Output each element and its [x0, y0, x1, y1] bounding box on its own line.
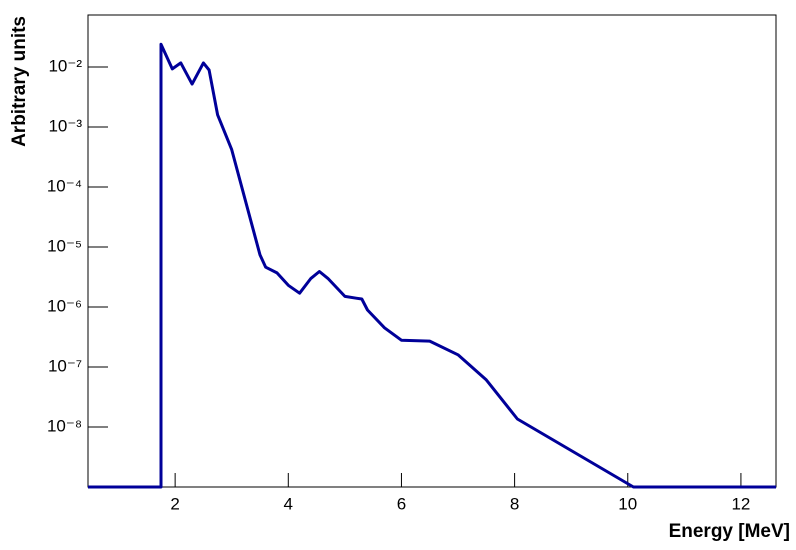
- x-tick-label: 6: [397, 494, 406, 513]
- y-tick-label: 10⁻²: [48, 56, 82, 75]
- x-tick-label: 8: [510, 494, 519, 513]
- x-axis-label: Energy [MeV]: [669, 521, 790, 542]
- data-line: [88, 42, 776, 489]
- x-tick-label: 2: [170, 494, 179, 513]
- y-tick-label: 10⁻⁶: [47, 296, 82, 315]
- y-tick-label: 10⁻⁸: [47, 416, 82, 435]
- x-tick-label: 12: [731, 494, 750, 513]
- x-tick-label: 4: [284, 494, 293, 513]
- y-tick-label: 10⁻⁴: [47, 176, 82, 195]
- y-tick-label: 10⁻³: [48, 116, 82, 135]
- y-tick-label: 10⁻⁷: [48, 356, 82, 375]
- x-tick-label: 10: [618, 494, 637, 513]
- plot-frame: [87, 14, 777, 488]
- y-tick-label: 10⁻⁵: [47, 236, 82, 255]
- y-axis-label: Arbitrary units: [9, 16, 30, 147]
